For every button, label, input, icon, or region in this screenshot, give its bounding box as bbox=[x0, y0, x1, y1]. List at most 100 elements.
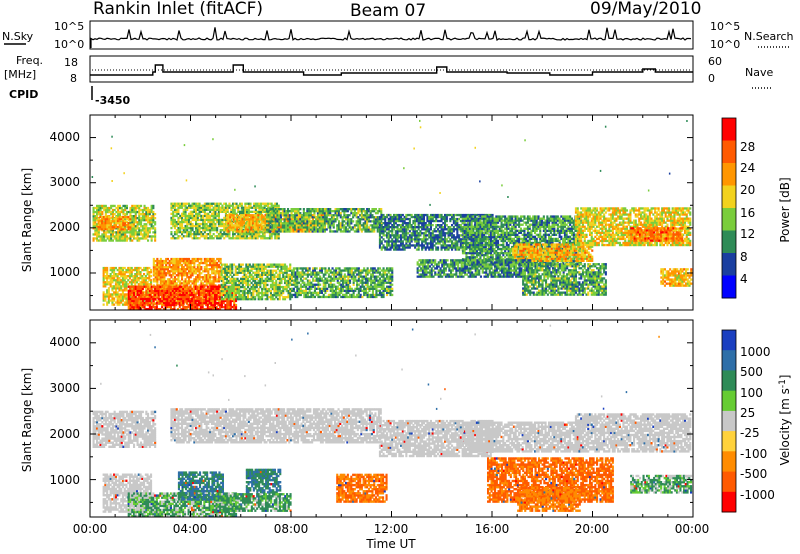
cell bbox=[133, 235, 135, 237]
cell bbox=[121, 207, 123, 209]
cell bbox=[183, 203, 185, 205]
cell bbox=[233, 224, 235, 226]
cell bbox=[93, 213, 95, 215]
cell bbox=[179, 205, 181, 207]
cell bbox=[105, 211, 107, 213]
cell bbox=[96, 239, 98, 241]
cell bbox=[264, 237, 266, 239]
cell bbox=[192, 233, 194, 235]
cell bbox=[195, 207, 197, 209]
cell bbox=[254, 226, 256, 228]
cell bbox=[227, 211, 229, 213]
cell bbox=[145, 223, 147, 225]
cell bbox=[264, 203, 266, 205]
cell bbox=[220, 219, 222, 221]
cell bbox=[236, 214, 238, 216]
cell bbox=[200, 209, 202, 211]
cell bbox=[129, 211, 131, 213]
cell bbox=[250, 220, 252, 222]
cell bbox=[117, 211, 119, 213]
cell bbox=[209, 235, 211, 237]
cell bbox=[195, 217, 197, 219]
cell bbox=[96, 233, 98, 235]
cell bbox=[135, 237, 137, 239]
cell bbox=[106, 222, 108, 224]
cell bbox=[192, 219, 194, 221]
cell bbox=[129, 237, 131, 239]
cell bbox=[127, 218, 129, 220]
cell bbox=[240, 216, 242, 218]
cell bbox=[112, 233, 114, 235]
cell bbox=[105, 231, 107, 233]
cell bbox=[254, 228, 256, 230]
cell bbox=[103, 228, 105, 230]
cell bbox=[101, 213, 103, 215]
cell bbox=[122, 213, 124, 215]
power-heatmap-data bbox=[92, 120, 693, 310]
cell bbox=[177, 207, 179, 209]
cell bbox=[264, 205, 266, 207]
cell bbox=[230, 205, 232, 207]
cell bbox=[236, 220, 238, 222]
cell bbox=[227, 230, 229, 232]
cell bbox=[108, 239, 110, 241]
cell bbox=[207, 221, 209, 223]
cell bbox=[227, 220, 229, 222]
cell bbox=[213, 237, 215, 239]
cell bbox=[254, 222, 256, 224]
cell bbox=[272, 233, 274, 235]
cell bbox=[199, 233, 201, 235]
cell bbox=[263, 220, 265, 222]
cell bbox=[200, 211, 202, 213]
cell bbox=[135, 209, 137, 211]
cell bbox=[186, 223, 188, 225]
nave-tick-bottom: 0 bbox=[708, 72, 715, 85]
cell bbox=[177, 231, 179, 233]
cell bbox=[236, 224, 238, 226]
cell bbox=[199, 209, 201, 211]
cell bbox=[124, 216, 126, 218]
cell bbox=[221, 233, 223, 235]
cell bbox=[144, 205, 146, 207]
cell bbox=[115, 222, 117, 224]
cell bbox=[186, 231, 188, 233]
cell bbox=[152, 217, 154, 219]
cell bbox=[254, 214, 256, 216]
cell bbox=[195, 221, 197, 223]
cell bbox=[243, 235, 245, 237]
cell bbox=[247, 216, 249, 218]
cell bbox=[278, 235, 280, 237]
cell bbox=[131, 207, 133, 209]
cell bbox=[199, 223, 201, 225]
cell bbox=[278, 233, 280, 235]
cell bbox=[119, 222, 121, 224]
cell bbox=[176, 215, 178, 217]
cell bbox=[144, 215, 146, 217]
cell bbox=[216, 237, 218, 239]
cell bbox=[124, 224, 126, 226]
cell bbox=[220, 231, 222, 233]
cell bbox=[199, 231, 201, 233]
cell bbox=[149, 231, 151, 233]
cell bbox=[140, 231, 142, 233]
cell bbox=[93, 237, 95, 239]
cell bbox=[211, 205, 213, 207]
cell bbox=[96, 213, 98, 215]
cell bbox=[225, 233, 227, 235]
cell bbox=[93, 223, 95, 225]
cell bbox=[179, 217, 181, 219]
cell bbox=[258, 233, 260, 235]
cell bbox=[105, 233, 107, 235]
cell bbox=[149, 221, 151, 223]
cell bbox=[229, 220, 231, 222]
cell bbox=[216, 215, 218, 217]
cell bbox=[249, 218, 251, 220]
cell bbox=[221, 221, 223, 223]
cell bbox=[209, 205, 211, 207]
cell bbox=[250, 233, 252, 235]
cell bbox=[190, 233, 192, 235]
cell bbox=[188, 219, 190, 221]
cell bbox=[249, 224, 251, 226]
cell bbox=[293, 230, 295, 232]
cell bbox=[204, 223, 206, 225]
